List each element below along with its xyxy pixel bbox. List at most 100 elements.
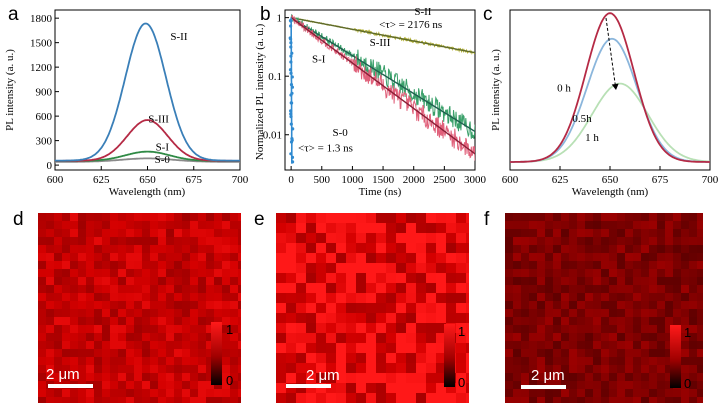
map-pixel: [641, 277, 649, 285]
map-pixel: [142, 253, 150, 261]
map-pixel: [396, 343, 406, 353]
map-pixel: [456, 383, 466, 393]
map-pixel: [681, 221, 689, 229]
map-pixel: [230, 325, 238, 333]
map-pixel: [286, 273, 296, 283]
map-pixel: [436, 213, 446, 223]
map-pixel: [416, 273, 426, 283]
map-pixel: [633, 389, 641, 397]
map-pixel: [689, 365, 697, 373]
map-pixel: [306, 323, 316, 333]
panel-c-label-0: 0 h: [557, 83, 571, 95]
map-pixel: [134, 269, 142, 277]
map-pixel: [238, 397, 241, 403]
map-pixel: [466, 233, 469, 243]
map-pixel: [142, 341, 150, 349]
map-pixel: [513, 213, 521, 221]
map-pixel: [102, 341, 110, 349]
map-pixel: [436, 383, 446, 393]
map-pixel: [134, 389, 142, 397]
map-pixel: [182, 269, 190, 277]
map-pixel: [681, 253, 689, 261]
map-pixel: [150, 293, 158, 301]
panel-b-x-ticks: 0 500 1000 1500 2000 2500 3000: [288, 166, 487, 186]
map-pixel: [697, 221, 703, 229]
map-pixel: [336, 373, 346, 383]
map-pixel: [601, 373, 609, 381]
map-pixel: [625, 213, 633, 221]
map-pixel: [529, 333, 537, 341]
map-pixel: [545, 317, 553, 325]
map-pixel: [174, 293, 182, 301]
map-pixel: [230, 341, 238, 349]
map-pixel: [537, 333, 545, 341]
map-pixel: [296, 303, 306, 313]
panel-c-chart: 600 625 650 675 700 0 h0.5h1 h Wavelength (n…: [490, 9, 719, 198]
map-pixel: [466, 293, 469, 303]
map-pixel: [609, 333, 617, 341]
map-pixel: [70, 397, 78, 403]
map-pixel: [134, 341, 142, 349]
map-pixel: [356, 213, 366, 223]
map-pixel: [198, 333, 206, 341]
map-pixel: [94, 269, 102, 277]
map-pixel: [62, 285, 70, 293]
map-pixel: [102, 389, 110, 397]
map-pixel: [585, 333, 593, 341]
map-pixel: [456, 353, 466, 363]
map-pixel: [521, 341, 529, 349]
map-pixel: [134, 221, 142, 229]
map-pixel: [617, 349, 625, 357]
map-pixel: [316, 273, 326, 283]
map-pixel: [376, 293, 386, 303]
map-pixel: [346, 233, 356, 243]
map-pixel: [376, 283, 386, 293]
map-pixel: [569, 221, 577, 229]
map-pixel: [182, 213, 190, 221]
map-pixel: [182, 229, 190, 237]
map-pixel: [513, 253, 521, 261]
map-pixel: [62, 357, 70, 365]
panel-b-xtick-label-6: 3000: [464, 174, 487, 186]
map-pixel: [222, 397, 230, 403]
map-pixel: [110, 397, 118, 403]
map-pixel: [110, 245, 118, 253]
map-pixel: [134, 309, 142, 317]
map-pixel: [134, 285, 142, 293]
map-pixel: [78, 253, 86, 261]
map-pixel: [110, 325, 118, 333]
map-pixel: [406, 263, 416, 273]
map-pixel: [396, 213, 406, 223]
map-pixel: [386, 243, 396, 253]
map-pixel: [222, 245, 230, 253]
map-pixel: [681, 237, 689, 245]
map-pixel: [601, 389, 609, 397]
map-pixel: [386, 273, 396, 283]
map-pixel: [222, 237, 230, 245]
map-pixel: [286, 243, 296, 253]
map-pixel: [46, 245, 54, 253]
map-pixel: [657, 349, 665, 357]
map-pixel: [386, 233, 396, 243]
map-pixel: [306, 373, 316, 383]
map-pixel: [102, 269, 110, 277]
map-pixel: [306, 293, 316, 303]
map-pixel: [689, 349, 697, 357]
map-pixel: [182, 253, 190, 261]
map-pixel: [78, 309, 86, 317]
map-pixel: [366, 363, 376, 373]
map-pixel: [537, 269, 545, 277]
map-pixel: [585, 221, 593, 229]
map-pixel: [86, 389, 94, 397]
map-pixel: [110, 285, 118, 293]
panel-e-colorbar-max: 1: [458, 324, 465, 339]
map-pixel: [593, 293, 601, 301]
map-pixel: [406, 363, 416, 373]
map-pixel: [110, 365, 118, 373]
map-pixel: [561, 269, 569, 277]
map-pixel: [697, 293, 703, 301]
map-pixel: [601, 285, 609, 293]
map-pixel: [537, 349, 545, 357]
map-pixel: [198, 285, 206, 293]
map-pixel: [585, 213, 593, 221]
